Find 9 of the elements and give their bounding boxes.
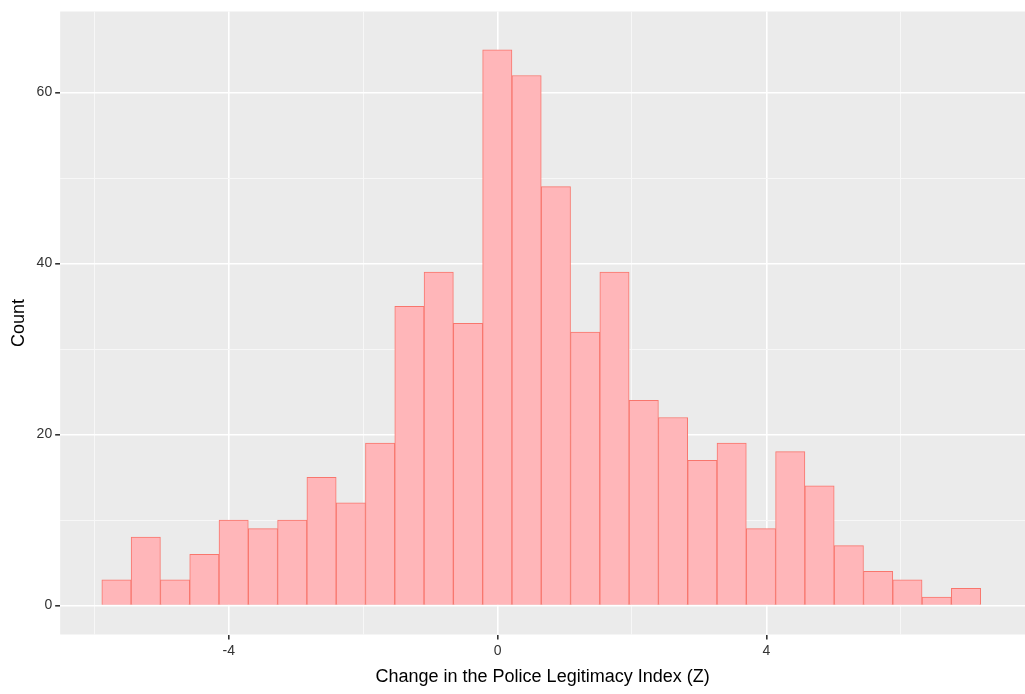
- x-tick-label: 4: [762, 641, 771, 658]
- y-tick-label: 60: [36, 83, 53, 100]
- x-axis-title: Change in the Police Legitimacy Index (Z): [375, 666, 710, 687]
- y-tick-label: 20: [36, 425, 53, 442]
- y-axis-title: Count: [7, 298, 28, 348]
- y-tick-label: 40: [36, 254, 53, 271]
- y-tick-label: 0: [44, 596, 53, 613]
- x-tick-label: -4: [222, 641, 236, 658]
- x-tick-label: 0: [493, 641, 502, 658]
